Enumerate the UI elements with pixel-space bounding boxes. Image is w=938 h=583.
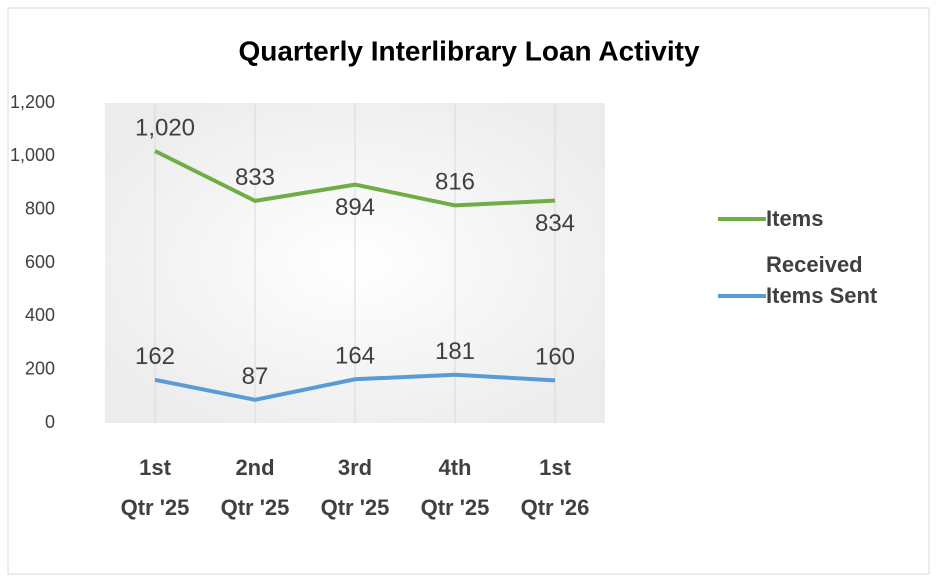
data-label: 162 [135, 343, 175, 370]
series-line [154, 149, 556, 208]
data-label: 160 [535, 344, 575, 371]
y-tick-label: 200 [25, 358, 55, 378]
data-label: 164 [335, 343, 375, 370]
y-tick-label: 600 [25, 252, 55, 272]
y-tick-label: 400 [25, 305, 55, 325]
legend-swatch [718, 217, 766, 221]
x-tick-label: 3rd Qtr '25 [320, 455, 390, 520]
data-label: 1,020 [135, 114, 195, 141]
y-tick-label: 0 [45, 412, 55, 432]
data-label: 816 [435, 169, 475, 196]
data-label: 181 [435, 338, 475, 365]
legend-item: Items Sent [718, 273, 916, 319]
y-tick-label: 1,200 [10, 92, 55, 112]
series-line [154, 372, 556, 402]
data-label: 833 [235, 164, 275, 191]
y-tick-label: 800 [25, 198, 55, 218]
x-tick-label: 1st Qtr '25 [120, 455, 190, 520]
x-tick-label: 4th Qtr '25 [420, 455, 490, 520]
chart-title: Quarterly Interlibrary Loan Activity [238, 35, 700, 66]
legend-label: Items Sent [766, 283, 878, 308]
x-tick-label: 2nd Qtr '25 [220, 455, 290, 520]
data-label: 894 [335, 194, 375, 221]
data-label: 834 [535, 210, 575, 237]
data-label: 87 [242, 363, 269, 390]
legend-item: Items Received [718, 196, 916, 288]
legend-swatch [718, 294, 766, 298]
x-tick-label: 1st Qtr '26 [520, 455, 590, 520]
legend-label: Items Received [766, 206, 863, 277]
y-tick-label: 1,000 [10, 145, 55, 165]
